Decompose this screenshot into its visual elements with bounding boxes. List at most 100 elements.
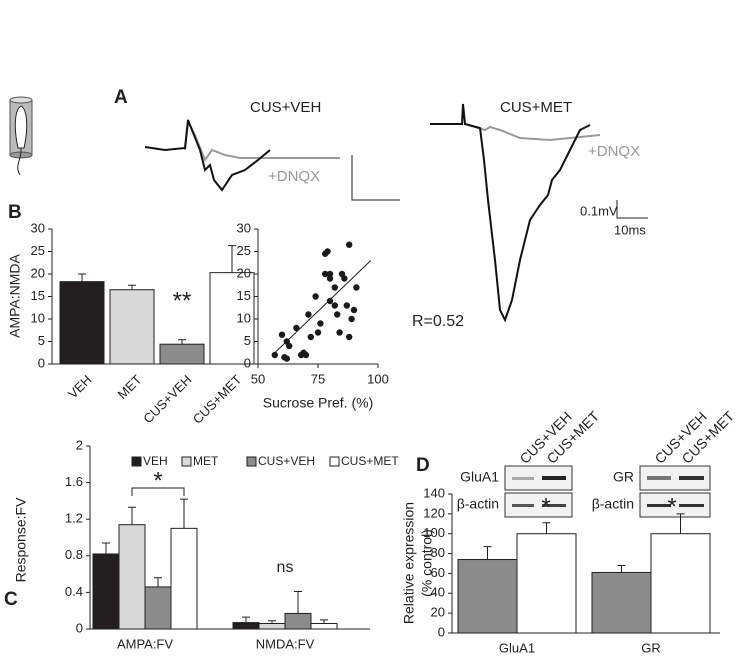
- blot-label: β-actin: [457, 496, 499, 512]
- annotation: *: [153, 467, 162, 494]
- point: [286, 342, 293, 350]
- annotation: *: [541, 493, 550, 520]
- point: [271, 351, 278, 359]
- y-tick-label: 1.6: [65, 474, 83, 489]
- legend-swatch: [329, 456, 340, 467]
- point: [346, 333, 353, 341]
- x-tick-label: GluA1: [499, 640, 535, 655]
- point: [326, 275, 334, 282]
- point: [326, 297, 334, 305]
- trace: [184, 118, 340, 163]
- point: [305, 311, 312, 318]
- y-tick-label: 30: [31, 220, 45, 235]
- x-axis-label: Sucrose Pref. (%): [263, 395, 373, 411]
- y-tick-label: 0: [244, 355, 251, 370]
- error-bar: [128, 284, 136, 290]
- y-tick-label: 10: [237, 310, 251, 325]
- y-tick-label: 60: [431, 565, 445, 580]
- scale-bar: [616, 200, 648, 219]
- bar: [310, 623, 338, 630]
- legend-label: VEH: [143, 454, 168, 468]
- point: [283, 355, 290, 362]
- annotation: *: [667, 493, 676, 520]
- bar: [232, 622, 260, 630]
- significance-bracket: [131, 487, 185, 496]
- y-tick-label: 0: [38, 355, 45, 370]
- y-tick-label: 0: [76, 620, 83, 635]
- point: [343, 302, 350, 309]
- y-tick-label: 0: [438, 624, 445, 639]
- point: [314, 329, 322, 336]
- point: [326, 270, 334, 278]
- y-tick-label: 30: [237, 220, 251, 235]
- annotation: ns: [277, 559, 294, 576]
- y-tick-label: 15: [237, 288, 251, 303]
- western-blots: [504, 465, 711, 518]
- error-bar: [78, 273, 86, 282]
- trace-title: CUS+MET: [500, 99, 572, 116]
- legend-swatch: [181, 456, 192, 467]
- annotation: **: [173, 287, 192, 314]
- fit-line: [274, 260, 372, 354]
- bar: [159, 343, 205, 365]
- blot-label: GluA1: [460, 469, 499, 485]
- error-bar: [102, 542, 110, 554]
- bar: [650, 533, 711, 634]
- trace: [430, 103, 591, 323]
- legend-label: MET: [193, 454, 219, 468]
- y-tick-label: 0.8: [65, 547, 83, 562]
- point: [350, 306, 358, 314]
- error-bar: [483, 546, 492, 560]
- bar: [109, 289, 155, 365]
- trace-drug: +DNQX: [268, 168, 320, 185]
- error-bar: [268, 620, 276, 624]
- y-tick-label: 120: [423, 505, 445, 520]
- x-tick-label: AMPA:FV: [117, 636, 173, 651]
- point: [312, 293, 319, 300]
- bar: [92, 553, 120, 630]
- trace-drug: +DNQX: [588, 143, 640, 160]
- bar: [591, 571, 652, 634]
- scale-label: 0.1mV: [580, 203, 618, 218]
- bar: [516, 533, 577, 634]
- legend-label: CUS+VEH: [258, 454, 315, 468]
- bar: [170, 527, 198, 630]
- y-axis-label: (% control): [419, 529, 435, 597]
- point: [307, 333, 314, 341]
- panel-label: A: [114, 87, 128, 108]
- bar: [118, 524, 146, 630]
- y-tick-label: 25: [237, 243, 251, 258]
- legend-swatch: [131, 456, 142, 467]
- point: [302, 351, 310, 359]
- y-tick-label: 25: [31, 243, 45, 258]
- bar: [59, 281, 105, 365]
- x-tick-label: CUS+VEH: [140, 372, 194, 426]
- y-tick-label: 20: [237, 265, 251, 280]
- bar: [284, 612, 312, 630]
- y-tick-label: 5: [244, 333, 251, 348]
- x-tick-label: GR: [641, 640, 661, 655]
- y-tick-label: 140: [423, 485, 445, 500]
- point: [322, 270, 329, 278]
- y-tick-label: 15: [31, 288, 45, 303]
- mouse-icon: [9, 96, 33, 176]
- panel-label: D: [416, 455, 430, 476]
- error-bar: [154, 577, 162, 587]
- point: [293, 324, 300, 332]
- y-tick-label: 1.2: [65, 511, 83, 526]
- y-tick-label: 10: [31, 310, 45, 325]
- y-tick-label: 20: [431, 605, 445, 620]
- error-bar: [542, 522, 551, 534]
- point: [278, 331, 286, 338]
- point: [341, 275, 348, 282]
- y-axis-label: AMPA:NMDA: [7, 253, 23, 337]
- x-tick-label: CUS+MET: [190, 372, 245, 427]
- x-tick-label: 50: [251, 371, 265, 386]
- error-bar: [294, 590, 302, 614]
- y-tick-label: 80: [431, 545, 445, 560]
- legend-swatch: [246, 456, 257, 467]
- error-bar: [128, 506, 136, 525]
- annotation: R=0.52: [412, 313, 464, 330]
- legend-label: CUS+MET: [341, 454, 399, 468]
- error-bar: [228, 245, 236, 273]
